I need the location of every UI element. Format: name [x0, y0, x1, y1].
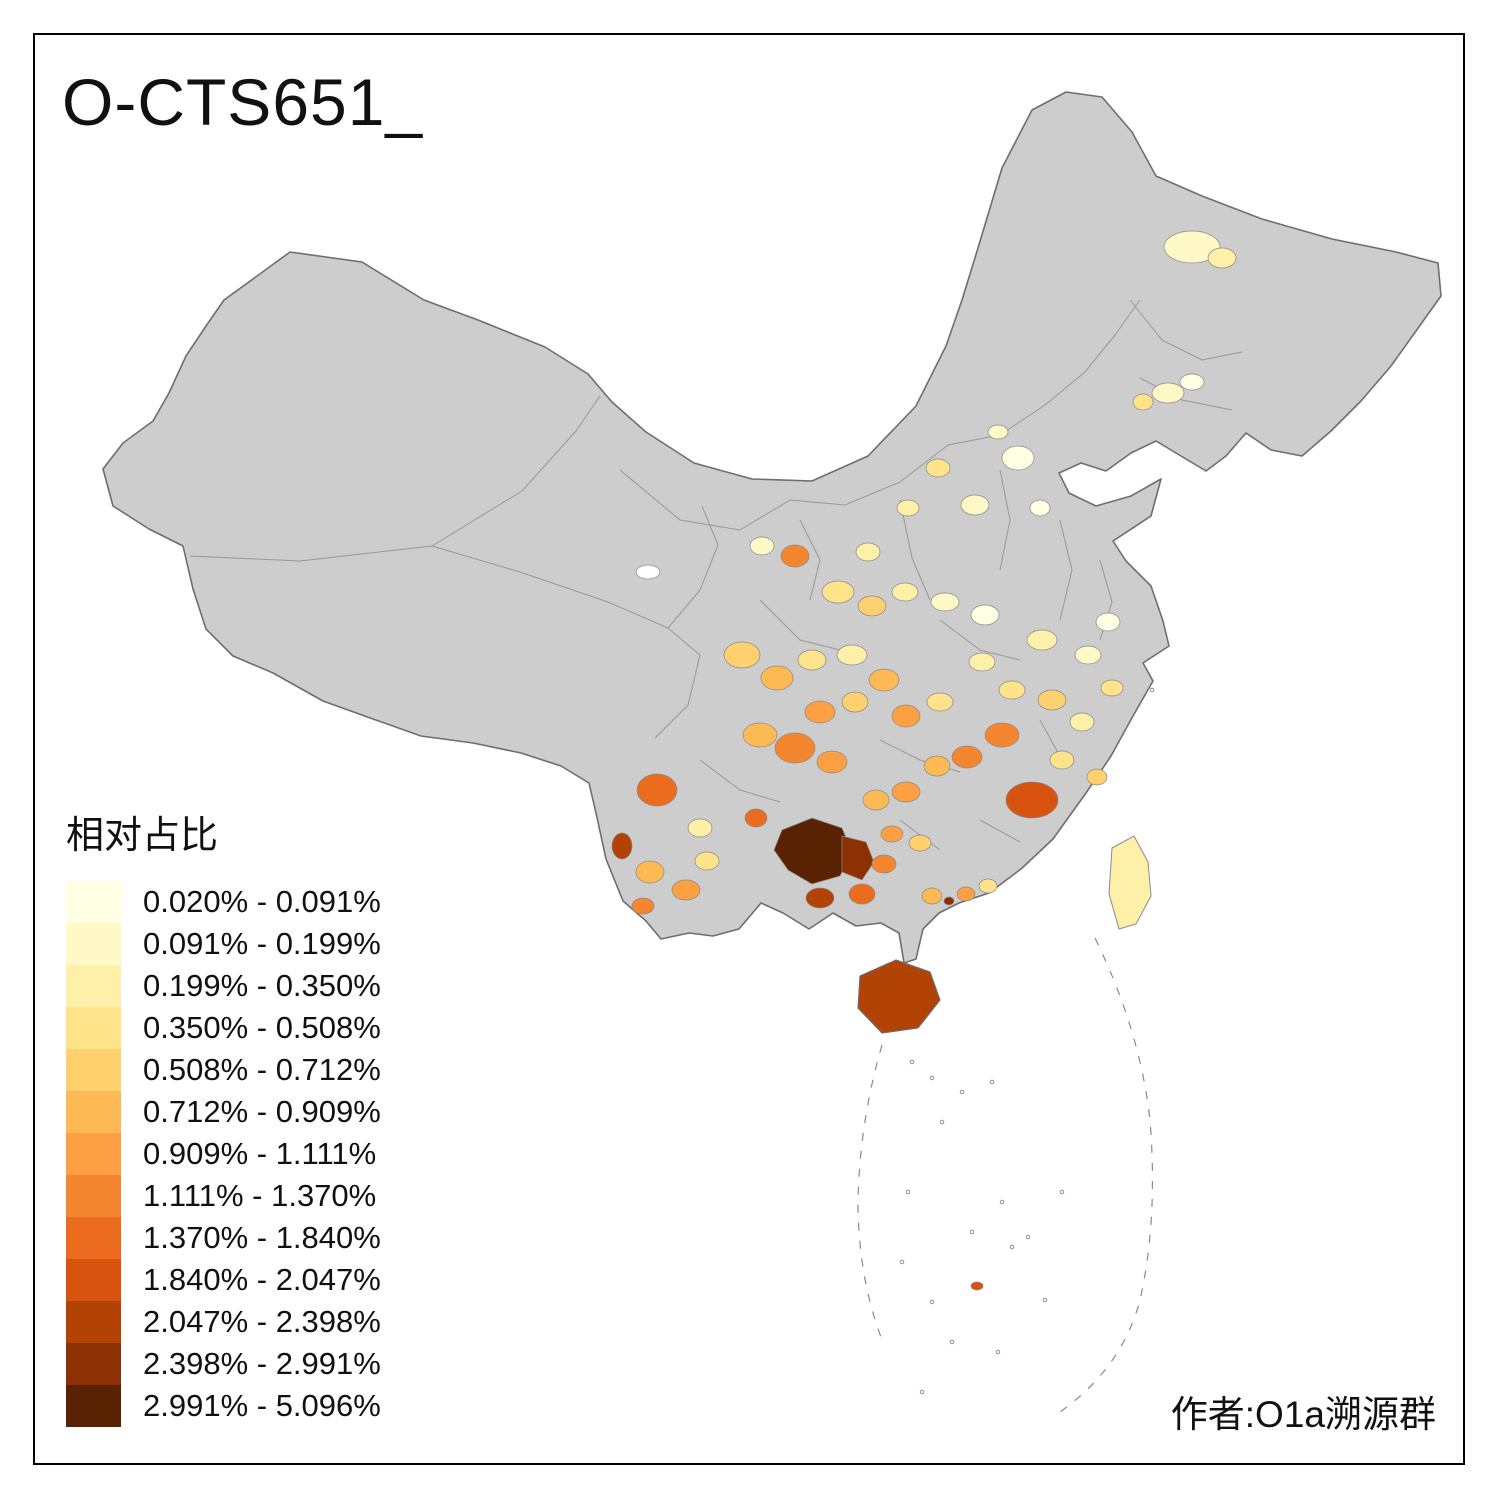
- legend-item: 0.199% - 0.350%: [66, 965, 381, 1007]
- legend-label: 0.909% - 1.111%: [143, 1136, 377, 1171]
- legend-swatch: [66, 1217, 121, 1259]
- legend-swatch: [66, 965, 121, 1007]
- legend-item: 0.020% - 0.091%: [66, 881, 381, 923]
- legend-item: 0.350% - 0.508%: [66, 1007, 381, 1049]
- legend-swatch: [66, 1343, 121, 1385]
- legend-label: 2.398% - 2.991%: [143, 1346, 381, 1381]
- legend-label: 0.199% - 0.350%: [143, 968, 381, 1003]
- legend-item: 2.047% - 2.398%: [66, 1301, 381, 1343]
- figure-border: [33, 33, 1465, 1465]
- legend-swatch: [66, 1007, 121, 1049]
- legend-item: 2.991% - 5.096%: [66, 1385, 381, 1427]
- legend-item: 1.370% - 1.840%: [66, 1217, 381, 1259]
- legend-title: 相对占比: [66, 815, 219, 857]
- legend-swatch: [66, 881, 121, 923]
- legend-swatch: [66, 1091, 121, 1133]
- legend-label: 2.991% - 5.096%: [143, 1388, 381, 1423]
- legend-swatch: [66, 1133, 121, 1175]
- choropleth-regions: [611, 230, 1237, 1291]
- taiwan-island: [1108, 835, 1152, 930]
- legend-label: 0.020% - 0.091%: [143, 884, 381, 919]
- province-borders: [189, 299, 1243, 851]
- legend-item: 2.398% - 2.991%: [66, 1343, 381, 1385]
- legend-label: 1.370% - 1.840%: [143, 1220, 381, 1255]
- qinghai-lake: [635, 564, 661, 580]
- legend-item: 1.840% - 2.047%: [66, 1259, 381, 1301]
- legend-items: 0.020% - 0.091% 0.091% - 0.199% 0.199% - 0…: [66, 881, 381, 1427]
- sea-boundary-dashes: [857, 937, 1154, 1413]
- sea-islets: [899, 687, 1155, 1395]
- map-title: O-CTS651_: [62, 65, 424, 139]
- legend-swatch: [66, 1049, 121, 1091]
- legend-label: 1.111% - 1.370%: [143, 1178, 377, 1213]
- legend-item: 0.091% - 0.199%: [66, 923, 381, 965]
- legend-label: 2.047% - 2.398%: [143, 1304, 381, 1339]
- legend-label: 0.712% - 0.909%: [143, 1094, 381, 1129]
- legend-item: 0.909% - 1.111%: [66, 1133, 381, 1175]
- legend-swatch: [66, 923, 121, 965]
- hainan-island: [857, 959, 941, 1034]
- legend-item: 0.712% - 0.909%: [66, 1091, 381, 1133]
- legend-swatch: [66, 1259, 121, 1301]
- legend-label: 0.508% - 0.712%: [143, 1052, 381, 1087]
- legend-item: 1.111% - 1.370%: [66, 1175, 381, 1217]
- legend-swatch: [66, 1385, 121, 1427]
- author-credit: 作者:O1a溯源群: [1170, 1394, 1436, 1435]
- mainland-shape: [102, 91, 1442, 964]
- legend-item: 0.508% - 0.712%: [66, 1049, 381, 1091]
- legend-label: 0.091% - 0.199%: [143, 926, 381, 961]
- legend-swatch: [66, 1301, 121, 1343]
- legend-label: 1.840% - 2.047%: [143, 1262, 381, 1297]
- legend-label: 0.350% - 0.508%: [143, 1010, 381, 1045]
- legend: 相对占比 0.020% - 0.091% 0.091% - 0.199% 0.199…: [66, 804, 381, 1427]
- legend-swatch: [66, 1175, 121, 1217]
